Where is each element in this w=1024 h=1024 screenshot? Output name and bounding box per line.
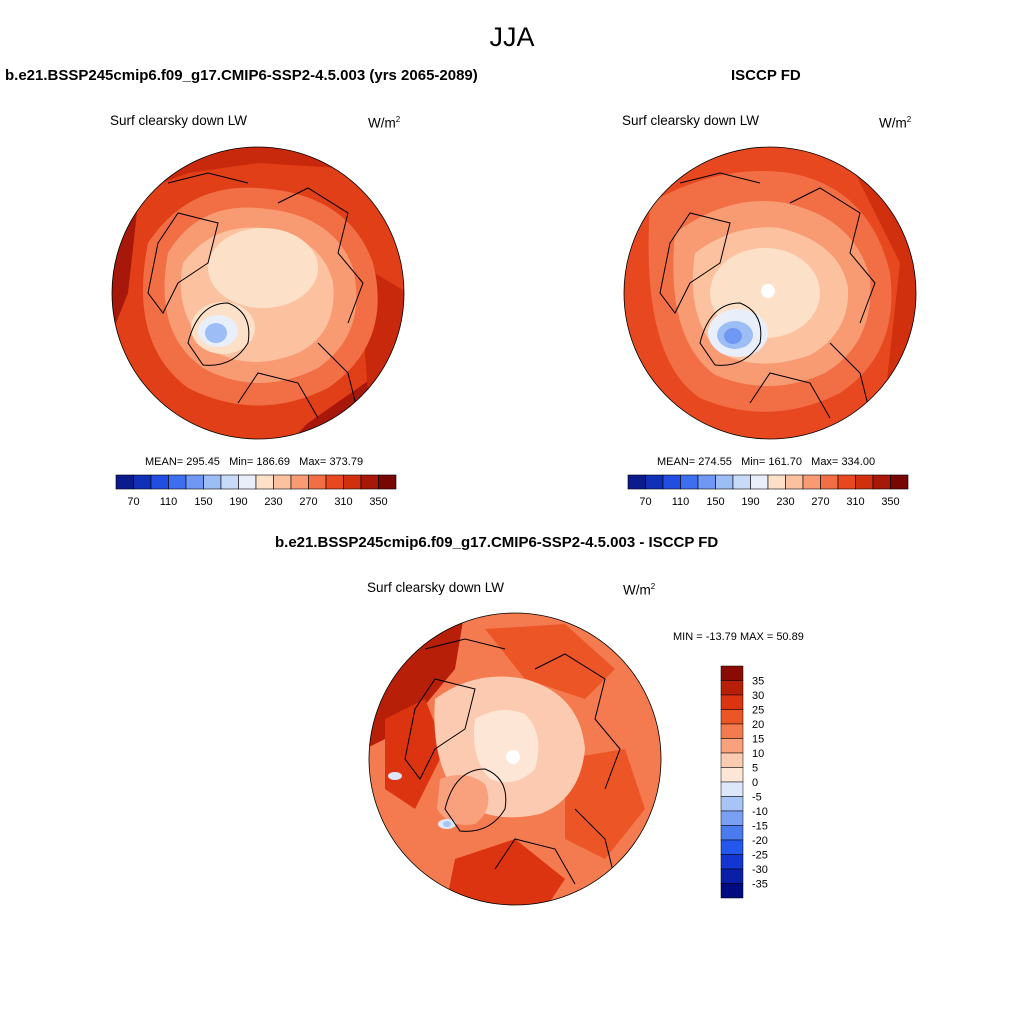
colorbar-tick-label: 35: [752, 676, 764, 688]
season-title: JJA: [489, 22, 535, 52]
colorbar-swatch: [150, 474, 169, 490]
colorbar-swatch: [697, 474, 716, 490]
colorbar-tick-label: 70: [639, 496, 651, 508]
colorbar-swatch: [203, 474, 222, 490]
colorbar-tick-label: 150: [194, 496, 212, 508]
colorbar-swatch: [238, 474, 257, 490]
model-colorbar: 70 110 150 190 230 270 310 350: [115, 474, 397, 508]
colorbar-tick-label: 230: [776, 496, 794, 508]
colorbar-tick-label: 70: [127, 496, 139, 508]
diff-subtitle: Surf clearsky down LW: [367, 580, 505, 595]
colorbar-swatch: [133, 474, 152, 490]
colorbar-swatch: [360, 474, 379, 490]
colorbar-swatch: [720, 781, 744, 797]
colorbar-swatch: [168, 474, 187, 490]
colorbar-tick-label: 310: [846, 496, 864, 508]
model-stats: MEAN= 295.45 Min= 186.69 Max= 373.79: [145, 456, 364, 468]
colorbar-swatch: [732, 474, 751, 490]
colorbar-tick-label: -25: [752, 850, 768, 862]
colorbar-tick-label: 110: [160, 496, 178, 508]
colorbar-tick-label: 190: [741, 496, 759, 508]
colorbar-swatch: [720, 796, 744, 812]
colorbar-swatch: [308, 474, 327, 490]
colorbar-tick-label: 190: [229, 496, 247, 508]
diff-polar-map: [368, 612, 662, 906]
colorbar-tick-label: 30: [752, 690, 764, 702]
colorbar-swatch: [720, 810, 744, 826]
colorbar-swatch: [273, 474, 292, 490]
colorbar-swatch: [720, 767, 744, 783]
colorbar-swatch: [662, 474, 681, 490]
diff-colorbar: 35 30 25 20 15 10 5 0 -5 -10 -15 -20 -25 -30 -35: [720, 665, 768, 899]
model-polar-map: [111, 146, 405, 440]
obs-polar-map: [623, 146, 917, 440]
colorbar-swatch: [115, 474, 134, 490]
colorbar-swatch: [720, 854, 744, 870]
colorbar-swatch: [720, 665, 744, 681]
colorbar-tick-label: -20: [752, 835, 768, 847]
colorbar-swatch: [872, 474, 891, 490]
colorbar-tick-label: 270: [299, 496, 317, 508]
colorbar-swatch: [837, 474, 856, 490]
obs-colorbar: 70 110 150 190 230 270 310 350: [627, 474, 909, 508]
colorbar-tick-label: 20: [752, 719, 764, 731]
colorbar-swatch: [785, 474, 804, 490]
obs-panel-title: ISCCP FD: [731, 67, 801, 84]
colorbar-swatch: [820, 474, 839, 490]
colorbar-swatch: [255, 474, 274, 490]
colorbar-swatch: [645, 474, 664, 490]
colorbar-swatch: [750, 474, 769, 490]
colorbar-swatch: [720, 723, 744, 739]
colorbar-tick-label: 310: [334, 496, 352, 508]
colorbar-swatch: [720, 839, 744, 855]
obs-units: W/m2: [879, 115, 912, 131]
colorbar-swatch: [290, 474, 309, 490]
colorbar-tick-label: 150: [706, 496, 724, 508]
model-subtitle: Surf clearsky down LW: [110, 113, 248, 128]
colorbar-swatch: [325, 474, 344, 490]
colorbar-tick-label: 350: [369, 496, 387, 508]
colorbar-swatch: [720, 694, 744, 710]
colorbar-swatch: [767, 474, 786, 490]
colorbar-tick-label: -30: [752, 864, 768, 876]
diff-panel-title: b.e21.BSSP245cmip6.f09_g17.CMIP6-SSP2-4.…: [275, 534, 719, 551]
colorbar-tick-label: 10: [752, 748, 764, 760]
colorbar-swatch: [720, 680, 744, 696]
colorbar-swatch: [378, 474, 397, 490]
obs-stats: MEAN= 274.55 Min= 161.70 Max= 334.00: [657, 456, 876, 468]
colorbar-swatch: [720, 752, 744, 768]
colorbar-swatch: [715, 474, 734, 490]
colorbar-swatch: [220, 474, 239, 490]
colorbar-tick-label: 350: [881, 496, 899, 508]
colorbar-swatch: [720, 825, 744, 841]
colorbar-swatch: [802, 474, 821, 490]
colorbar-tick-label: 5: [752, 763, 758, 775]
obs-subtitle: Surf clearsky down LW: [622, 113, 760, 128]
diff-units: W/m2: [623, 582, 656, 598]
colorbar-swatch: [680, 474, 699, 490]
colorbar-swatch: [720, 709, 744, 725]
colorbar-tick-label: -5: [752, 792, 762, 804]
diff-minmax: MIN = -13.79 MAX = 50.89: [673, 631, 804, 643]
model-panel-title: b.e21.BSSP245cmip6.f09_g17.CMIP6-SSP2-4.…: [5, 67, 478, 84]
colorbar-tick-label: 25: [752, 705, 764, 717]
colorbar-tick-label: -10: [752, 806, 768, 818]
colorbar-swatch: [185, 474, 204, 490]
colorbar-tick-label: -35: [752, 879, 768, 891]
colorbar-tick-label: 0: [752, 777, 758, 789]
colorbar-tick-label: -15: [752, 821, 768, 833]
colorbar-swatch: [855, 474, 874, 490]
colorbar-swatch: [720, 868, 744, 884]
colorbar-swatch: [627, 474, 646, 490]
colorbar-swatch: [720, 883, 744, 899]
model-units: W/m2: [368, 115, 401, 131]
colorbar-swatch: [343, 474, 362, 490]
colorbar-tick-label: 15: [752, 734, 764, 746]
colorbar-swatch: [720, 738, 744, 754]
colorbar-tick-label: 270: [811, 496, 829, 508]
colorbar-tick-label: 230: [264, 496, 282, 508]
colorbar-tick-label: 110: [672, 496, 690, 508]
colorbar-swatch: [890, 474, 909, 490]
